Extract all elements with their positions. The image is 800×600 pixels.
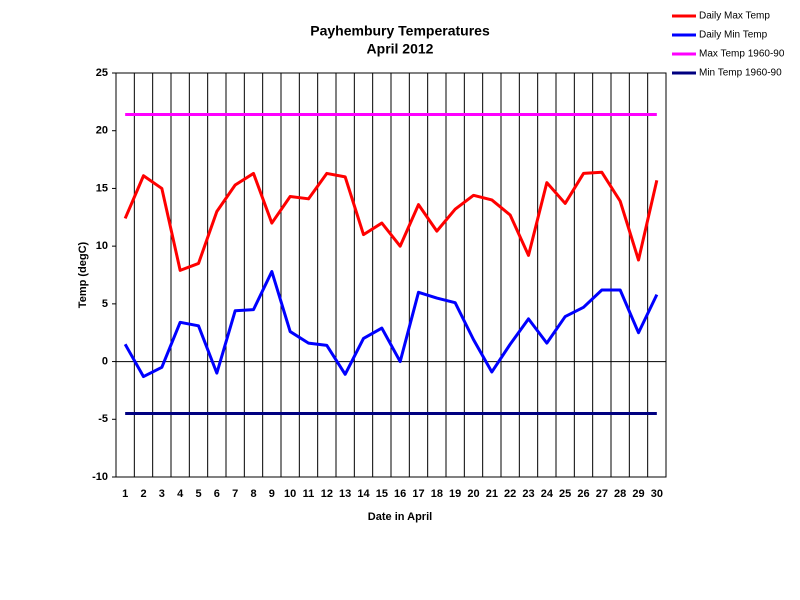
y-tick-label: -10 (92, 471, 108, 483)
x-tick-label: 12 (321, 488, 333, 500)
x-tick-label: 18 (431, 488, 443, 500)
x-tick-label: 7 (232, 488, 238, 500)
x-tick-label: 4 (177, 488, 184, 500)
x-tick-label: 1 (122, 488, 128, 500)
x-tick-label: 21 (486, 488, 498, 500)
x-tick-label: 14 (357, 488, 370, 500)
x-tick-label: 5 (195, 488, 201, 500)
y-tick-label: 5 (102, 298, 108, 310)
x-tick-label: 27 (596, 488, 608, 500)
x-tick-label: 13 (339, 488, 351, 500)
x-tick-label: 2 (140, 488, 146, 500)
x-tick-label: 24 (541, 488, 554, 500)
x-tick-label: 16 (394, 488, 406, 500)
series-line (123, 170, 659, 272)
x-tick-label: 10 (284, 488, 296, 500)
x-tick-label: 9 (269, 488, 275, 500)
y-tick-label: 20 (96, 125, 108, 137)
y-axis-title: Temp (degC) (77, 241, 89, 308)
x-tick-label: 11 (303, 488, 315, 500)
x-tick-label: 28 (614, 488, 626, 500)
y-tick-label: -5 (98, 413, 108, 425)
x-axis-title: Date in April (368, 511, 432, 523)
legend-label: Daily Min Temp (699, 30, 768, 41)
chart-subtitle: April 2012 (367, 41, 434, 57)
x-tick-label: 22 (504, 488, 516, 500)
y-tick-label: 0 (102, 355, 108, 367)
x-tick-label: 30 (651, 488, 663, 500)
legend-label: Min Temp 1960-90 (699, 68, 782, 79)
y-tick-label: 10 (96, 240, 108, 252)
legend-label: Daily Max Temp (699, 11, 770, 22)
y-tick-label: 15 (96, 182, 108, 194)
x-tick-label: 23 (522, 488, 534, 500)
series-line (123, 270, 659, 379)
y-tick-label: 25 (96, 67, 108, 79)
x-tick-label: 25 (559, 488, 571, 500)
x-tick-label: 3 (159, 488, 165, 500)
x-tick-label: 8 (250, 488, 256, 500)
x-tick-label: 19 (449, 488, 461, 500)
x-tick-label: 20 (467, 488, 479, 500)
chart-title: Payhembury Temperatures (310, 23, 490, 39)
x-tick-label: 15 (376, 488, 388, 500)
x-tick-label: 17 (412, 488, 424, 500)
legend-label: Max Temp 1960-90 (699, 49, 785, 60)
x-tick-label: 26 (577, 488, 589, 500)
x-tick-label: 6 (214, 488, 220, 500)
x-tick-label: 29 (632, 488, 644, 500)
